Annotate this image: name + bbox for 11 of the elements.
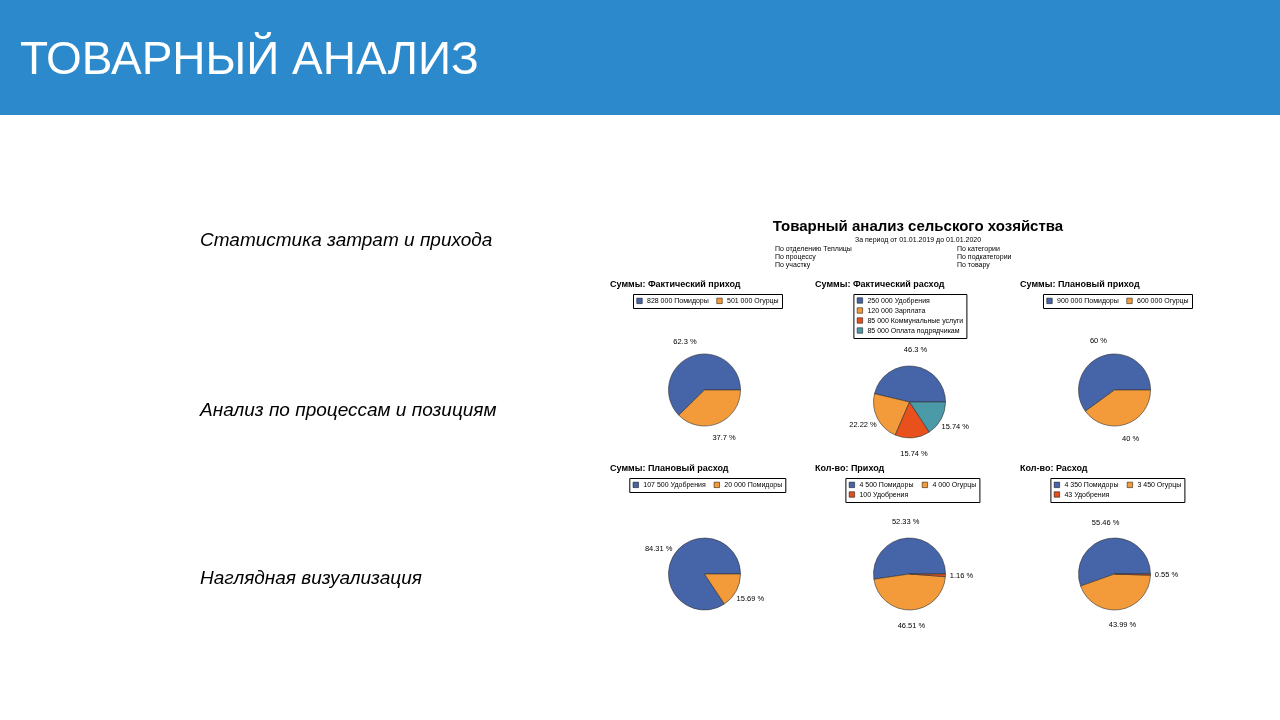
chart-title: Суммы: Фактический приход <box>610 279 741 289</box>
chart-title: Суммы: Плановый приход <box>1020 279 1140 289</box>
text: Товарный анализ сельского хозяйства <box>772 217 1064 234</box>
text: Наглядная визуализация <box>200 567 422 588</box>
text: ТОВАРНЫЙ АНАЛИЗ <box>20 32 479 84</box>
chart-title: Кол-во: Приход <box>815 463 885 473</box>
chart-title: Суммы: Фактический расход <box>815 279 945 289</box>
text: Анализ по процессам и позициям <box>199 399 497 420</box>
chart-title: Суммы: Плановый расход <box>610 463 729 473</box>
chart-title: Кол-во: Расход <box>1020 463 1088 473</box>
text: Статистика затрат и прихода <box>200 229 493 250</box>
